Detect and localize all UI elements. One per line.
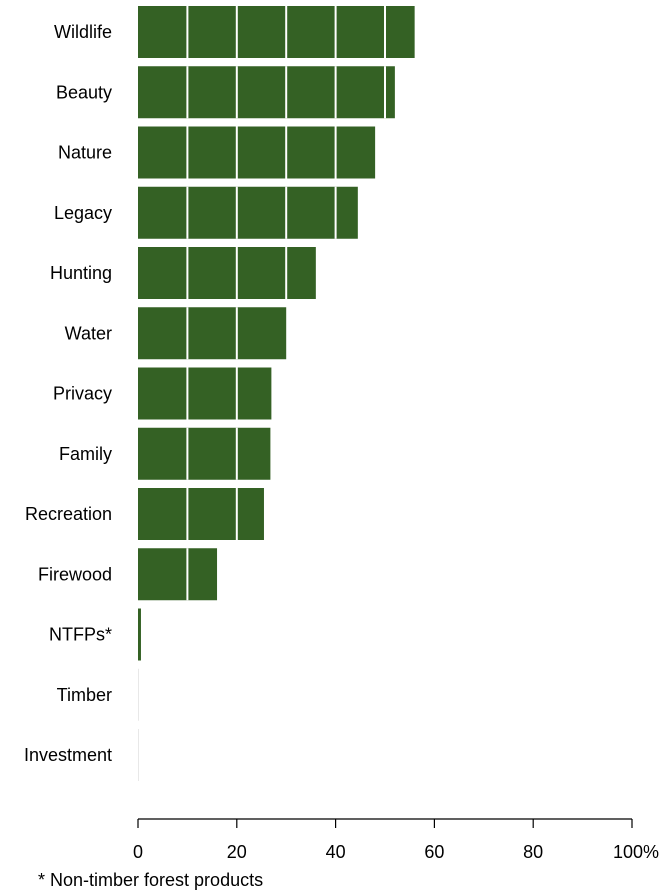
bar-timber: [138, 668, 139, 721]
bar-recreation: [138, 488, 264, 540]
category-label: Privacy: [53, 384, 112, 404]
bar-water: [138, 307, 287, 360]
category-label: Firewood: [38, 564, 112, 584]
category-label: Timber: [57, 685, 112, 705]
x-tick-label: 20: [227, 842, 247, 862]
footnote: * Non-timber forest products: [38, 870, 264, 890]
category-label: Hunting: [50, 263, 112, 283]
x-axis: 0 20 40 60 80 100%: [133, 818, 659, 862]
bars-layer: [138, 6, 415, 781]
bar-ntfps: [138, 608, 141, 661]
bar-hunting: [138, 247, 316, 299]
bar-wildlife: [138, 6, 415, 58]
bar-nature: [138, 126, 376, 179]
bar-beauty: [138, 66, 395, 119]
bar-firewood: [138, 548, 218, 601]
bar-investment: [138, 729, 139, 781]
x-tick-label: 0: [133, 842, 143, 862]
bar-legacy: [138, 186, 358, 239]
category-labels: Wildlife Beauty Nature Legacy Hunting Water Pr…: [24, 22, 112, 765]
category-label: NTFPs*: [49, 625, 112, 645]
category-label: Legacy: [54, 203, 112, 223]
bar-privacy: [138, 367, 272, 420]
x-tick-label: 100%: [613, 842, 659, 862]
category-label: Nature: [58, 143, 112, 163]
grid-lines: [186, 6, 386, 601]
x-tick-label: 40: [326, 842, 346, 862]
category-label: Water: [65, 323, 112, 343]
bar-family: [138, 427, 271, 480]
category-label: Recreation: [25, 504, 112, 524]
category-label: Beauty: [56, 82, 112, 102]
category-label: Wildlife: [54, 22, 112, 42]
category-label: Family: [59, 444, 112, 464]
x-tick-label: 60: [424, 842, 444, 862]
x-tick-label: 80: [523, 842, 543, 862]
category-label: Investment: [24, 745, 112, 765]
